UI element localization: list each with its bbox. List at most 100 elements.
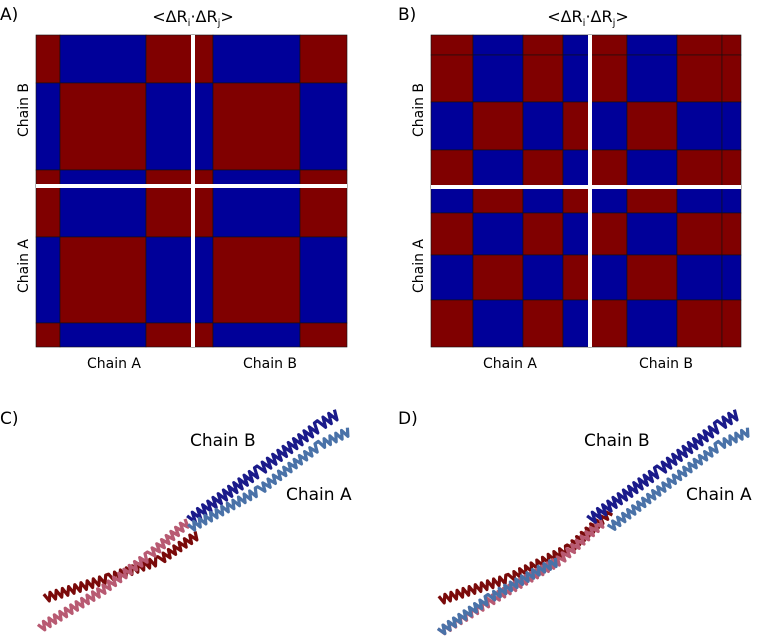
matrix-cell xyxy=(562,254,591,301)
matrix-b xyxy=(430,34,742,348)
matrix-cell xyxy=(430,254,474,301)
matrix-cell xyxy=(589,254,628,301)
matrix-cell xyxy=(721,299,742,348)
matrix-cell xyxy=(212,169,301,187)
matrix-cell xyxy=(676,212,723,256)
matrix-cell xyxy=(192,322,214,348)
matrix-cell xyxy=(145,236,194,324)
chain-label: Chain A xyxy=(286,485,352,505)
matrix-cell xyxy=(145,322,194,348)
helix xyxy=(187,427,350,532)
y-label: Chain B xyxy=(411,83,427,137)
matrix-cell xyxy=(35,185,61,238)
matrix-cell xyxy=(522,186,564,214)
matrix-cell xyxy=(626,54,678,103)
helix xyxy=(36,518,190,632)
matrix-cell xyxy=(35,236,61,324)
matrix-cell xyxy=(676,54,723,103)
matrix-cell xyxy=(430,34,474,56)
matrix-cell xyxy=(626,212,678,256)
matrix-cell xyxy=(212,185,301,238)
helix xyxy=(606,427,750,531)
matrix-cell xyxy=(35,82,61,171)
structure-c xyxy=(36,409,350,632)
matrix-cell xyxy=(59,169,147,187)
matrix-cell xyxy=(212,236,301,324)
matrix-cell xyxy=(721,34,742,56)
matrix-cell xyxy=(145,185,194,238)
matrix-cell xyxy=(35,169,61,187)
panel-title: <ΔRi·ΔRj> xyxy=(547,7,629,29)
matrix-cell xyxy=(721,149,742,188)
matrix-cell xyxy=(35,34,61,84)
matrix-cell xyxy=(589,101,628,151)
matrix-cell xyxy=(676,186,723,214)
divider xyxy=(588,35,592,347)
matrix-cell xyxy=(626,34,678,56)
chain-label: Chain B xyxy=(584,431,650,451)
matrix-cell xyxy=(522,54,564,103)
matrix-cell xyxy=(192,236,214,324)
matrix-cell xyxy=(430,101,474,151)
matrix-cell xyxy=(522,212,564,256)
matrix-cell xyxy=(299,82,348,171)
matrix-cell xyxy=(59,322,147,348)
matrix-cell xyxy=(299,322,348,348)
matrix-cell xyxy=(676,101,723,151)
matrix-cell xyxy=(192,82,214,171)
matrix-cell xyxy=(192,169,214,187)
matrix-cell xyxy=(562,186,591,214)
matrix-cell xyxy=(192,34,214,84)
x-label: Chain B xyxy=(243,356,297,372)
matrix-cell xyxy=(721,186,742,214)
matrix-cell xyxy=(472,254,524,301)
matrix-cell xyxy=(522,34,564,56)
matrix-cell xyxy=(472,54,524,103)
divider xyxy=(36,184,347,188)
matrix-cell xyxy=(562,149,591,188)
matrix-cell xyxy=(430,299,474,348)
matrix-cell xyxy=(430,54,474,103)
matrix-cell xyxy=(472,186,524,214)
matrix-cell xyxy=(299,169,348,187)
panel-title: <ΔRi·ΔRj> xyxy=(152,7,234,29)
matrix-cell xyxy=(522,149,564,188)
matrix-cell xyxy=(299,185,348,238)
y-label: Chain A xyxy=(16,239,32,293)
matrix-cell xyxy=(430,186,474,214)
matrix-cell xyxy=(589,34,628,56)
structure-d xyxy=(436,409,750,636)
matrix-cell xyxy=(589,149,628,188)
matrix-cell xyxy=(472,299,524,348)
matrix-cell xyxy=(562,54,591,103)
panel-label: C) xyxy=(0,409,19,429)
helix xyxy=(586,409,739,524)
matrix-cell xyxy=(626,254,678,301)
matrix-cell xyxy=(721,254,742,301)
matrix-cell xyxy=(562,101,591,151)
helix xyxy=(437,509,614,605)
matrix-cell xyxy=(562,299,591,348)
matrix-cell xyxy=(35,322,61,348)
x-label: Chain B xyxy=(639,356,693,372)
helix xyxy=(436,557,558,636)
matrix-cell xyxy=(562,212,591,256)
matrix-cell xyxy=(145,82,194,171)
panel-label: B) xyxy=(398,5,416,25)
matrix-cell xyxy=(589,299,628,348)
matrix-cell xyxy=(212,34,301,84)
matrix-cell xyxy=(145,169,194,187)
x-label: Chain A xyxy=(483,356,537,372)
matrix-cell xyxy=(59,185,147,238)
y-label: Chain B xyxy=(16,83,32,137)
matrix-cell xyxy=(59,82,147,171)
matrix-cell xyxy=(59,236,147,324)
matrix-cell xyxy=(676,149,723,188)
matrix-cell xyxy=(212,322,301,348)
matrix-cell xyxy=(430,149,474,188)
matrix-cell xyxy=(299,34,348,84)
matrix-cell xyxy=(626,149,678,188)
matrix-cell xyxy=(721,101,742,151)
matrix-cell xyxy=(562,34,591,56)
matrix-cell xyxy=(59,34,147,84)
